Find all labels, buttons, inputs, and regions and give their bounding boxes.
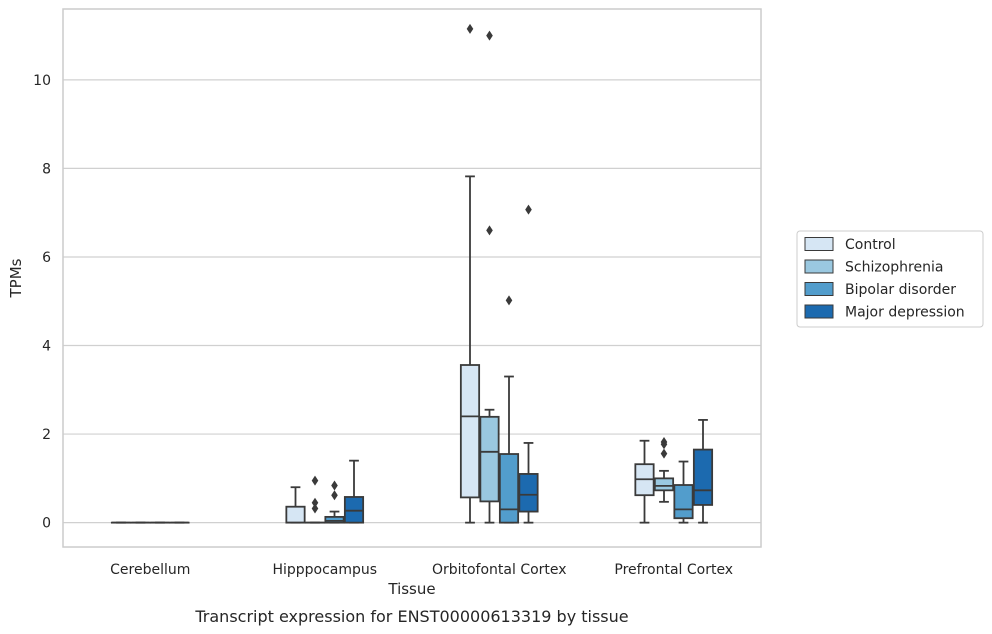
box <box>673 460 694 524</box>
box-rect <box>324 515 345 524</box>
x-tick-label: Prefrontal Cortex <box>614 562 733 578</box>
box-rect <box>459 364 481 499</box>
box <box>324 480 345 524</box>
box-rect <box>479 415 500 503</box>
legend-swatch <box>804 282 834 296</box>
box <box>479 30 500 524</box>
y-axis-label: TPMs <box>7 258 25 298</box>
outlier <box>311 475 319 486</box>
box-rect <box>653 477 675 492</box>
box <box>692 419 714 524</box>
outlier <box>466 23 474 34</box>
outlier <box>660 439 668 450</box>
plot-frame <box>62 8 762 548</box>
x-tick-labels: Cerebellum Hipppocampus Orbitofontal Corte… <box>110 562 733 578</box>
box <box>498 295 520 524</box>
outlier <box>311 497 319 508</box>
legend-swatch <box>804 304 834 319</box>
box-rect <box>498 453 520 524</box>
y-tick-label: 4 <box>42 339 51 355</box>
y-tick-labels: 0 2 4 6 8 10 <box>33 73 51 532</box>
x-tick-label: Cerebellum <box>110 562 190 578</box>
legend-label: Major depression <box>845 305 965 321</box>
x-axis-label: Tissue <box>387 580 435 598</box>
category-group <box>634 419 714 524</box>
box <box>304 475 326 524</box>
legend-frame <box>796 230 984 328</box>
outlier <box>311 503 319 514</box>
legend-swatch <box>804 259 834 274</box>
x-tick-label: Orbitofontal Cortex <box>432 562 567 578</box>
legend-label: Bipolar disorder <box>845 282 956 298</box>
y-tick-label: 0 <box>42 516 51 532</box>
outlier <box>660 448 668 459</box>
box <box>518 204 539 524</box>
y-tick-label: 10 <box>33 73 51 89</box>
box-rect <box>518 473 539 513</box>
box <box>285 486 306 524</box>
chart-caption: Transcript expression for ENST0000061331… <box>194 607 628 626</box>
outlier <box>486 225 493 236</box>
y-tick-label: 6 <box>42 250 51 266</box>
outlier <box>331 480 338 491</box>
box-rect <box>673 484 694 520</box>
x-tick-label: Hipppocampus <box>272 562 377 578</box>
box <box>634 439 655 524</box>
box-groups <box>110 23 714 524</box>
legend-swatch <box>804 237 834 251</box>
outlier <box>505 295 513 306</box>
box <box>459 23 481 524</box>
y-tick-label: 2 <box>42 427 51 443</box>
legend: Control Schizophrenia Bipolar disorder Majo… <box>796 230 984 328</box>
box <box>343 459 365 524</box>
outlier <box>486 30 493 41</box>
box-rect <box>692 448 714 506</box>
legend-label: Control <box>845 237 896 253</box>
y-tick-label: 8 <box>42 161 51 177</box>
outlier <box>331 490 338 501</box>
outlier <box>525 204 532 215</box>
box <box>653 437 675 503</box>
category-group <box>285 459 365 524</box>
category-group <box>459 23 539 524</box>
plot-background <box>63 9 761 547</box>
legend-label: Schizophrenia <box>845 260 943 276</box>
box-rect <box>285 505 306 524</box>
